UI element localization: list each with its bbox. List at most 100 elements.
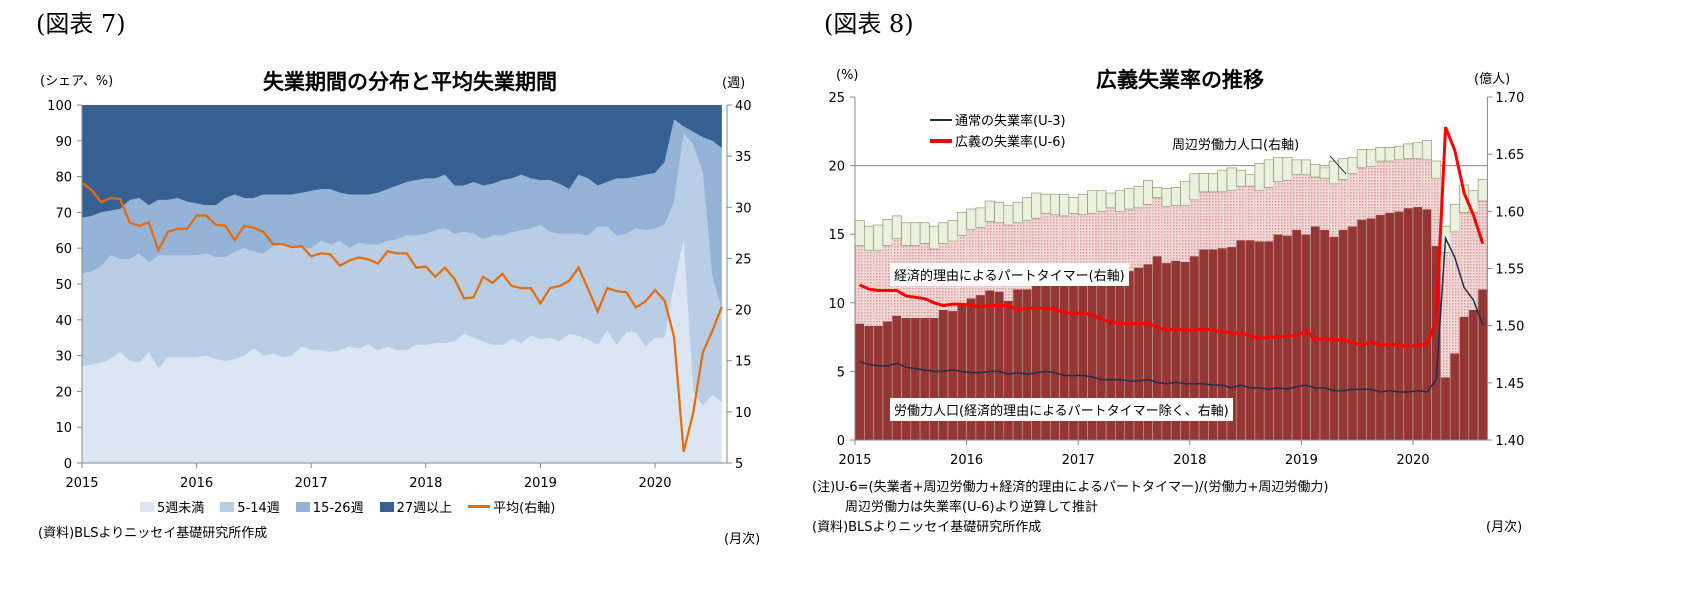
bar-part-time <box>1198 191 1209 250</box>
figure8-label: (図表 8) <box>824 10 914 38</box>
bar-part-time <box>1375 160 1386 216</box>
x-tick-label: 2019 <box>524 476 557 491</box>
area-series-3 <box>82 119 722 310</box>
bar-part-time <box>873 249 884 326</box>
legend-item-u3: 通常の失業率(U-3) <box>930 110 1066 129</box>
y2-tick-label: 1.70 <box>1495 91 1524 106</box>
bar-marginal <box>1087 190 1098 214</box>
y2-tick-label: 20 <box>735 304 752 319</box>
marginal-labor-label: 周辺労働力人口(右軸) <box>1172 138 1300 153</box>
y-tick-label: 80 <box>55 171 72 186</box>
bar-labor-force <box>1403 207 1414 441</box>
bar-marginal <box>1403 143 1414 160</box>
bar-part-time <box>1347 173 1358 227</box>
y2-tick-label: 40 <box>735 99 752 114</box>
legend-label: 平均(右軸) <box>493 501 556 516</box>
bar-marginal <box>1208 173 1219 193</box>
bar-marginal <box>1263 159 1274 188</box>
x-tick-label: 2016 <box>950 453 983 468</box>
bar-marginal <box>1040 193 1051 214</box>
bar-marginal <box>984 200 995 222</box>
bar-part-time <box>1477 200 1488 290</box>
bar-labor-force <box>1440 376 1451 441</box>
legend-swatch <box>140 501 154 512</box>
bar-labor-force <box>1412 206 1423 441</box>
y2-tick-label: 1.65 <box>1495 148 1524 163</box>
legend-label: 27週以上 <box>396 501 453 516</box>
bar-part-time <box>854 245 865 324</box>
bar-marginal <box>1236 169 1246 187</box>
labor-force-label: 労働力人口(経済的理由によるパートタイマー除く、右軸) <box>890 398 1233 421</box>
bar-part-time <box>1356 167 1367 220</box>
bar-marginal <box>1115 190 1126 212</box>
bar-labor-force <box>1477 288 1488 441</box>
bar-part-time <box>1338 179 1349 230</box>
x-tick-label: 2017 <box>1062 453 1095 468</box>
x-tick-label: 2020 <box>1396 453 1429 468</box>
y-tick-label: 15 <box>828 228 845 243</box>
chart1-legend: 5週未満 5-14週 15-26週 27週以上 平均(右軸) <box>140 497 555 516</box>
bar-labor-force <box>929 317 940 441</box>
bar-labor-force <box>873 325 884 441</box>
y-tick-label: 10 <box>828 297 845 312</box>
legend-swatch <box>220 501 235 512</box>
chart1-ylabel: (シェア、%) <box>40 74 114 89</box>
chart2-note-2: 周辺労働力は失業率(U-6)より逆算して推計 <box>845 500 1098 515</box>
bar-marginal <box>1217 169 1228 193</box>
y-tick-label: 40 <box>55 314 72 329</box>
bar-marginal <box>854 220 865 246</box>
bar-marginal <box>1180 181 1191 206</box>
bar-marginal <box>1077 193 1088 216</box>
annotation-arrow <box>1329 155 1347 175</box>
bar-part-time <box>1226 190 1237 248</box>
bar-labor-force <box>891 315 902 441</box>
legend-line <box>468 505 491 508</box>
y2-tick-label: 1.40 <box>1495 434 1524 449</box>
bar-part-time <box>1180 205 1191 262</box>
y2-tick-label: 1.45 <box>1495 377 1524 392</box>
y2-tick-label: 1.60 <box>1495 205 1524 220</box>
bar-labor-force <box>1366 217 1377 441</box>
bar-marginal <box>1031 192 1042 219</box>
legend-label: 5-14週 <box>237 501 280 516</box>
x-tick-label: 2019 <box>1285 453 1318 468</box>
bar-labor-force <box>882 320 893 441</box>
y-tick-label: 5 <box>837 365 845 380</box>
bar-marginal <box>1050 193 1060 216</box>
bar-marginal <box>1124 188 1135 210</box>
bar-marginal <box>1022 197 1033 221</box>
bar-part-time <box>1263 187 1274 242</box>
y-tick-label: 90 <box>55 135 72 150</box>
bar-marginal <box>1422 140 1432 161</box>
bar-marginal <box>1003 205 1014 226</box>
bar-marginal <box>863 225 874 251</box>
bar-labor-force <box>1338 229 1349 441</box>
bar-marginal <box>956 212 967 236</box>
y2-tick-label: 35 <box>735 150 752 165</box>
bar-part-time <box>1403 158 1414 209</box>
y-tick-label: 10 <box>55 421 72 436</box>
bar-marginal <box>901 222 912 246</box>
bar-marginal <box>1384 147 1395 162</box>
legend-label: 広義の失業率(U-6) <box>955 135 1066 150</box>
legend-item: 27週以上 <box>379 497 453 516</box>
bar-labor-force <box>1422 208 1432 441</box>
bar-part-time <box>1291 174 1302 230</box>
bar-marginal <box>1431 160 1442 179</box>
bar-part-time <box>1301 174 1312 235</box>
y-tick-label: 20 <box>55 385 72 400</box>
bar-marginal <box>1375 147 1386 162</box>
bar-part-time <box>1189 199 1200 257</box>
legend-item: 5週未満 <box>140 497 204 516</box>
area-series-2 <box>82 133 722 406</box>
bar-part-time <box>1329 183 1339 237</box>
bar-labor-force <box>1347 225 1358 441</box>
bar-marginal <box>1356 149 1367 169</box>
bar-part-time <box>1217 191 1228 249</box>
bar-marginal <box>1059 193 1070 217</box>
bar-marginal <box>919 222 930 244</box>
legend-item-u6: 広義の失業率(U-6) <box>930 131 1066 150</box>
legend-item: 平均(右軸) <box>468 497 555 516</box>
bar-marginal <box>938 222 949 244</box>
